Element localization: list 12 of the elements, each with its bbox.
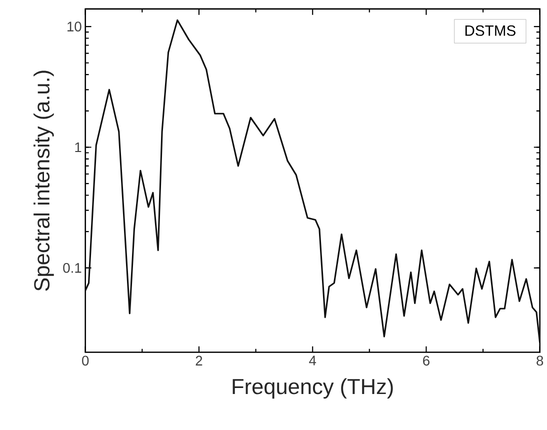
x-axis-title: Frequency (THz) xyxy=(232,378,393,399)
y-axis-title: Spectral intensity (a.u.) xyxy=(34,70,54,291)
x-tick-label: 6 xyxy=(423,356,430,366)
x-tick-label: 8 xyxy=(536,356,544,366)
text: DSTMS xyxy=(465,26,516,36)
line-series xyxy=(85,20,540,344)
y-tick-label: 1 xyxy=(75,142,82,152)
y-tick-label: 0.1 xyxy=(63,263,82,273)
x-tick-label: 0 xyxy=(82,356,89,366)
x-tick-label: 2 xyxy=(196,356,202,366)
y-tick-label: 10 xyxy=(68,22,82,32)
x-tick-label: 4 xyxy=(309,356,316,366)
